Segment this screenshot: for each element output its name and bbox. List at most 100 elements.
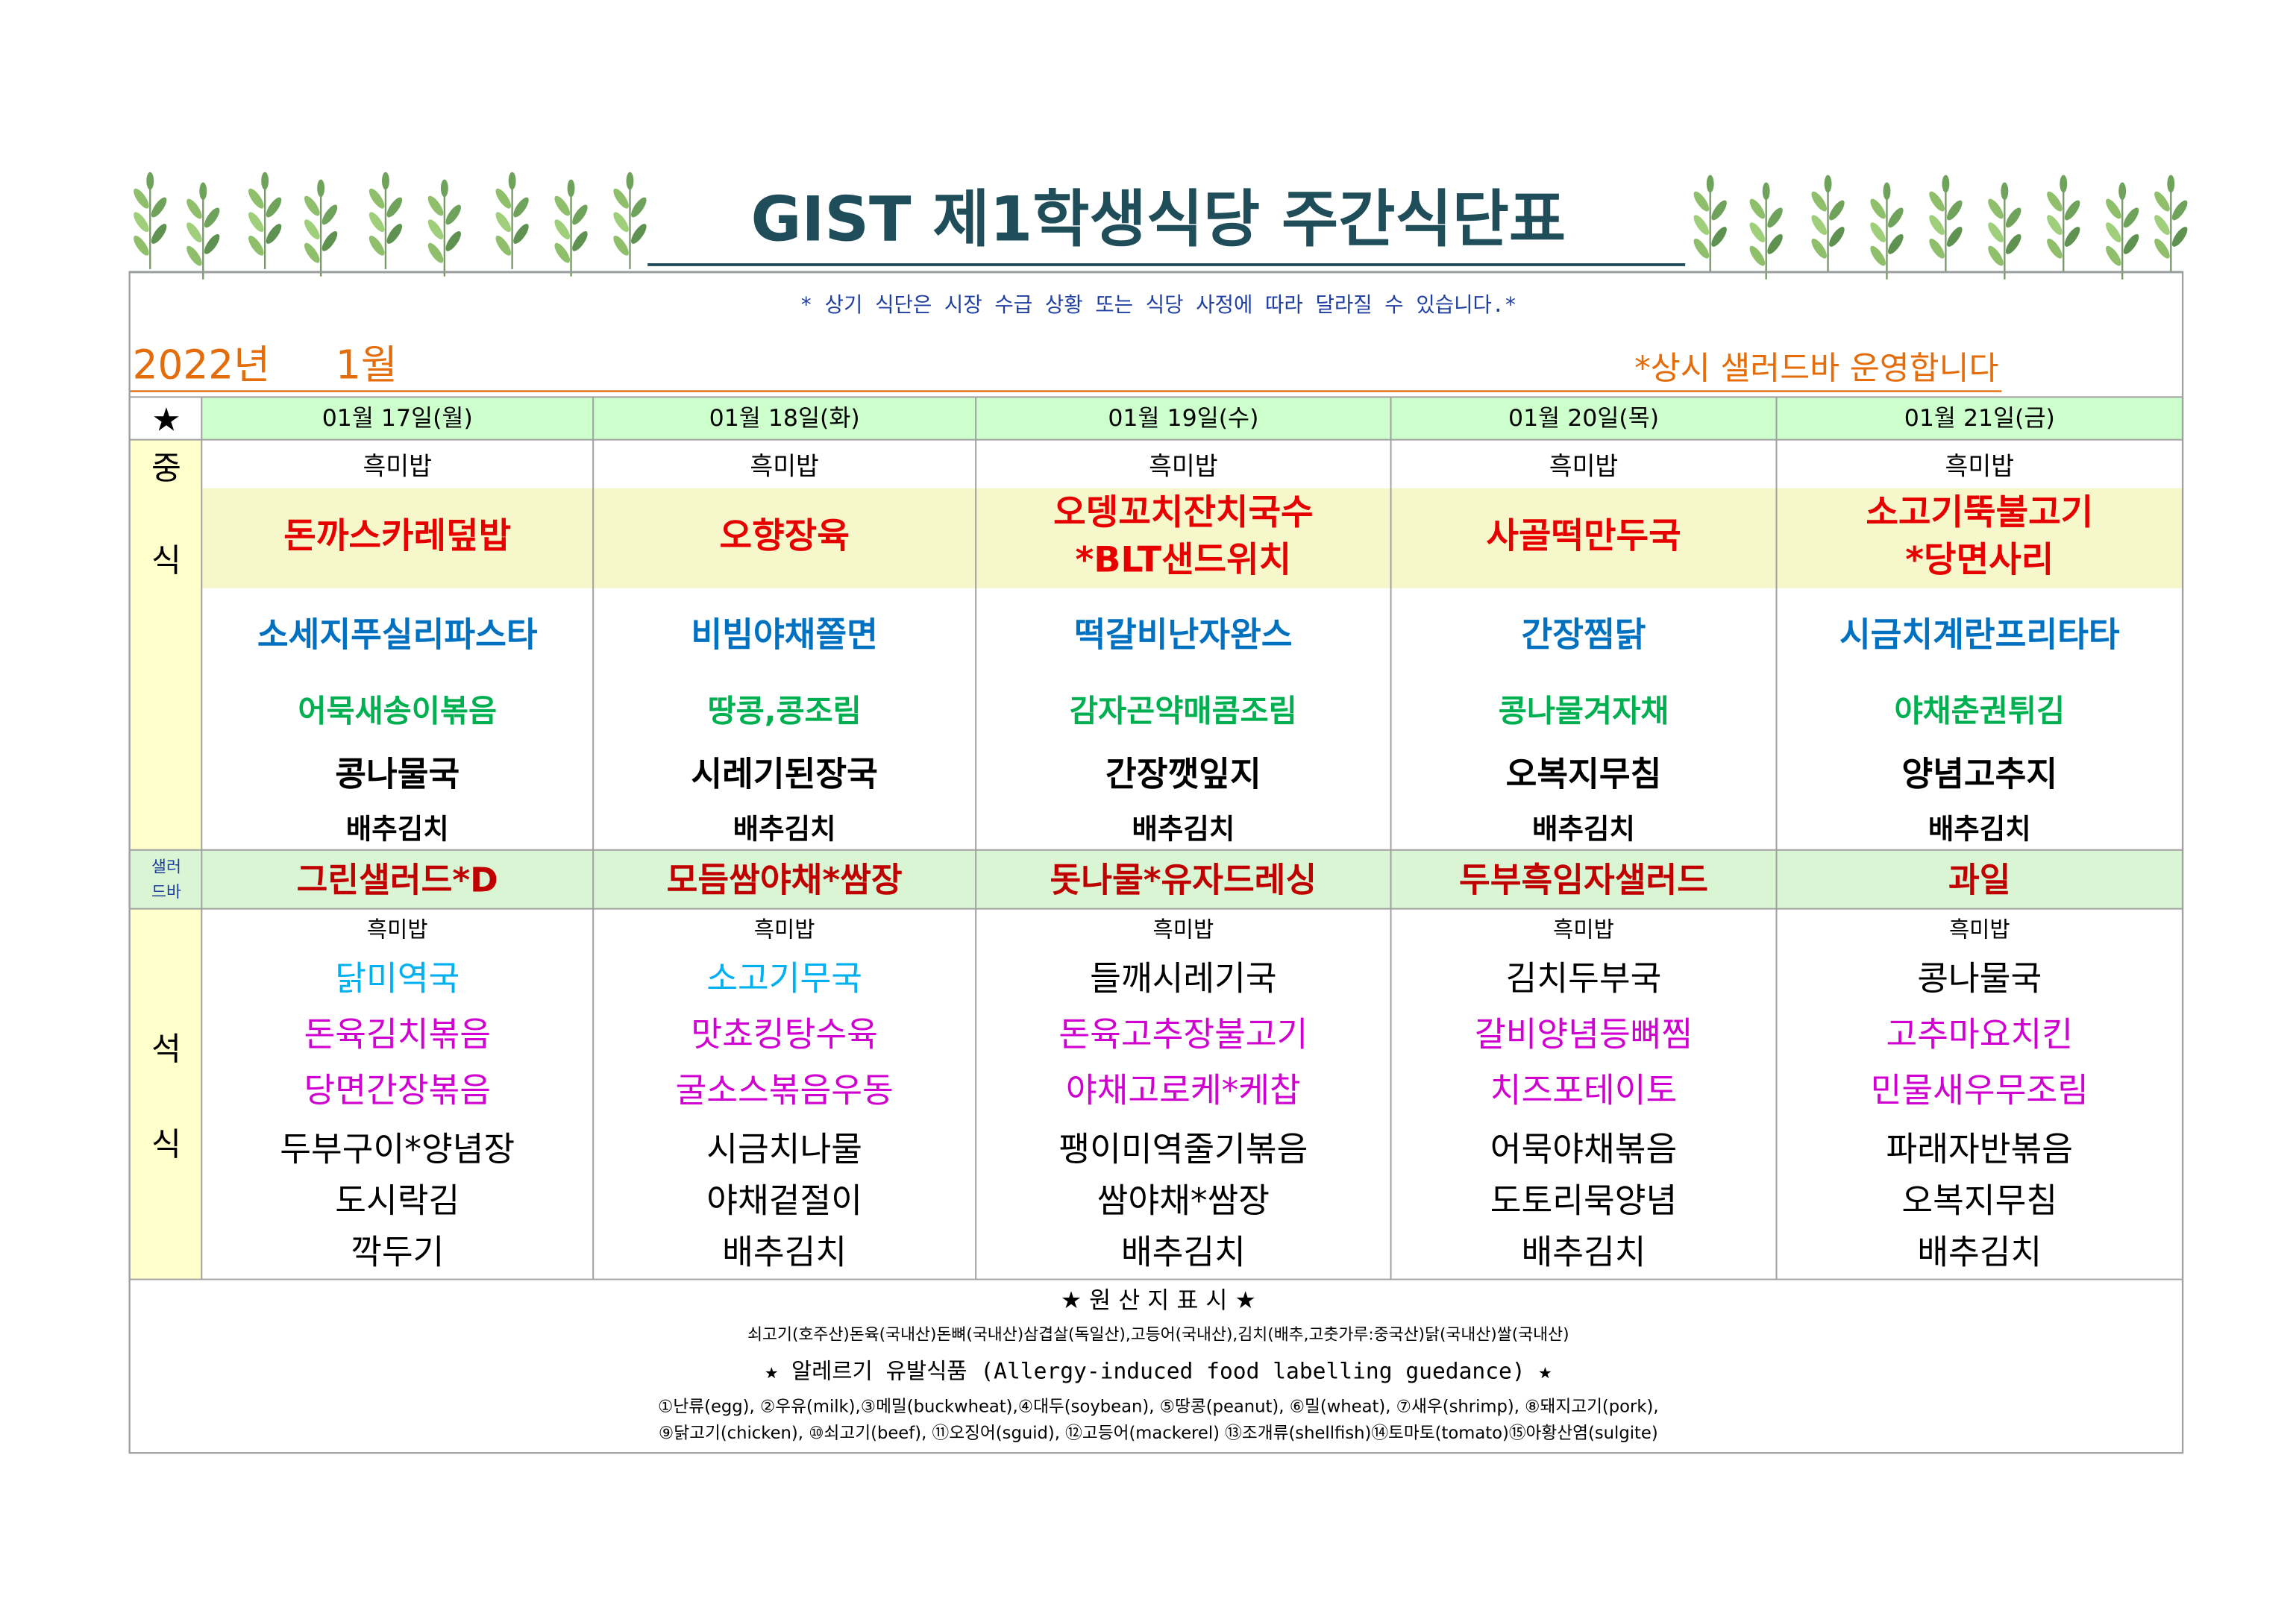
year: 2022년 — [133, 342, 271, 389]
menu-item: 배추김치 — [346, 813, 449, 846]
menu-item: 야채고로케*케찹 — [1066, 1071, 1301, 1110]
origin-title: ★ 원 산 지 표 시 ★ — [1061, 1287, 1256, 1314]
allergy-line: ①난류(egg), ②우유(milk),③메밀(buckwheat),④대두(s… — [658, 1398, 1659, 1417]
menu-item: 어묵야채볶음 — [1490, 1130, 1677, 1169]
menu-item: 흑미밥 — [754, 917, 815, 943]
menu-item: 떡갈비난자완스 — [1074, 614, 1292, 654]
menu-item: 어묵새송이볶음 — [298, 693, 497, 729]
menu-item: 콩나물국 — [1917, 959, 2042, 999]
main-row-bg — [201, 488, 2183, 588]
menu-item: 고추마요치킨 — [1886, 1015, 2073, 1054]
menu-item: 오복지무침 — [1506, 755, 1662, 794]
menu-item: 흑미밥 — [750, 452, 819, 481]
section-label: 석 — [151, 1031, 181, 1068]
menu-item: 오복지무침 — [1901, 1181, 2057, 1221]
menu-item: 양념고추지 — [1901, 755, 2057, 794]
menu-item: 쌈야채*쌈장 — [1097, 1181, 1270, 1221]
menu-item: 흑미밥 — [1549, 452, 1619, 481]
day-header: 01월 21일(금) — [1904, 405, 2055, 432]
menu-item: 배추김치 — [722, 1233, 847, 1272]
menu-item: 소고기무국 — [706, 959, 862, 999]
menu-item: 파래자반볶음 — [1886, 1130, 2073, 1169]
section-label: 식 — [151, 543, 181, 580]
menu-item: 닭미역국 — [335, 959, 459, 999]
menu-item: 오향장육 — [720, 516, 850, 557]
allergy-title: ★ 알레르기 유발식품 (Allergy-induced food labell… — [765, 1358, 1552, 1383]
menu-item: 배추김치 — [1928, 813, 2031, 846]
menu-item: 땅콩,콩조림 — [708, 693, 862, 729]
menu-item: 흑미밥 — [1553, 917, 1614, 943]
day-header: 01월 19일(수) — [1108, 405, 1258, 432]
salad-item: 모듬쌈야채*쌈장 — [667, 861, 903, 900]
salad-item: 그린샐러드*D — [297, 861, 498, 900]
menu-item: 돈까스카레덮밥 — [283, 516, 511, 557]
origin-text: 쇠고기(호주산)돈육(국내산)돈뼈(국내산)삼겹살(독일산),고등어(국내산),… — [747, 1325, 1569, 1344]
menu-item: 민물새우무조림 — [1871, 1071, 2089, 1110]
month: 1월 — [336, 342, 398, 389]
section-label: 샐러 — [151, 858, 181, 876]
salad-item: 과일 — [1948, 861, 2010, 900]
section-label: 중 — [151, 450, 181, 488]
menu-item: 배추김치 — [1121, 1233, 1246, 1272]
menu-item: 팽이미역줄기볶음 — [1058, 1130, 1308, 1169]
menu-item: 배추김치 — [1917, 1233, 2042, 1272]
menu-item: 콩나물국 — [335, 755, 459, 794]
allergy-line: ⑨닭고기(chicken), ⑩쇠고기(beef), ⑪오징어(sguid), … — [659, 1424, 1658, 1443]
menu-item: 치즈포테이토 — [1490, 1071, 1677, 1110]
menu-item: 소세지푸실리파스타 — [257, 614, 538, 654]
header-bg — [201, 397, 2183, 440]
menu-item: 오뎅꼬치잔치국수 — [1053, 492, 1313, 533]
notice: * 상기 식단은 시장 수급 상황 또는 식당 사정에 따라 달라질 수 있습니… — [800, 292, 1516, 317]
menu-item: 간장찜닭 — [1522, 614, 1646, 654]
salad-item: 두부흑임자샐러드 — [1459, 861, 1708, 900]
menu-item: 흑미밥 — [1945, 452, 2015, 481]
menu-item: 콩나물겨자채 — [1499, 693, 1669, 729]
menu-item: 비빔야채쫄면 — [691, 614, 877, 654]
menu-item: 감자곤약매콤조림 — [1070, 693, 1297, 729]
menu-item: 굴소스볶음우동 — [676, 1071, 894, 1110]
menu-item: 도시락김 — [335, 1181, 459, 1221]
day-header: 01월 17일(월) — [322, 405, 473, 432]
menu-item: 간장깻잎지 — [1105, 755, 1261, 794]
day-header: 01월 18일(화) — [709, 405, 860, 432]
lunch-label-bg — [129, 439, 202, 850]
menu-item: 사골떡만두국 — [1486, 516, 1681, 557]
menu-item: 흑미밥 — [1153, 917, 1214, 943]
menu-item: 갈비양념등뼈찜 — [1475, 1015, 1693, 1054]
table: ★ 01월 17일(월) 01월 18일(화) 01월 19일(수) 01월 20일(목… — [128, 271, 2184, 1454]
menu-item: 흑미밥 — [367, 917, 428, 943]
menu-item: 당면간장볶음 — [304, 1071, 490, 1110]
title: GIST 제1학생식당 주간식단표 — [751, 183, 1566, 256]
menu-item: 배추김치 — [1532, 813, 1635, 846]
salad-note: *상시 샐러드바 운영합니다 — [1634, 350, 1998, 387]
menu-item: 돈육고추장불고기 — [1058, 1015, 1308, 1054]
menu-item: 깍두기 — [351, 1233, 444, 1272]
menu-item: 도토리묵양념 — [1490, 1181, 1677, 1221]
menu-item: 시금치계란프리타타 — [1839, 614, 2120, 654]
menu-item: 두부구이*양념장 — [280, 1130, 515, 1169]
menu-item: 시금치나물 — [706, 1130, 862, 1169]
salad-row-bg — [129, 849, 2183, 909]
outer-frame — [128, 271, 2184, 1454]
menu-item: 맛쵸킹탕수육 — [691, 1015, 877, 1054]
section-label: 식 — [151, 1127, 181, 1164]
menu-item: 돈육김치볶음 — [304, 1015, 490, 1054]
dinner-label-bg — [129, 908, 202, 1280]
section-label: 드바 — [151, 883, 181, 902]
day-header: 01월 20일(목) — [1508, 405, 1659, 432]
menu-item: 배추김치 — [1522, 1233, 1646, 1272]
menu-item: 들깨시레기국 — [1090, 959, 1276, 999]
salad-item: 돗나물*유자드레싱 — [1050, 861, 1317, 900]
menu-item: 배추김치 — [733, 813, 836, 846]
menu-item: *BLT샌드위치 — [1076, 539, 1292, 580]
menu-item: 소고기뚝불고기 — [1866, 492, 2093, 533]
menu-item: 야채춘권튀김 — [1894, 693, 2065, 729]
menu-item: 시레기된장국 — [691, 755, 877, 794]
header-star: ★ — [152, 401, 181, 438]
menu-item: *당면사리 — [1905, 539, 2054, 580]
menu-item: 흑미밥 — [1149, 452, 1218, 481]
menu-item: 야채겉절이 — [706, 1181, 862, 1221]
menu-item: 흑미밥 — [363, 452, 432, 481]
